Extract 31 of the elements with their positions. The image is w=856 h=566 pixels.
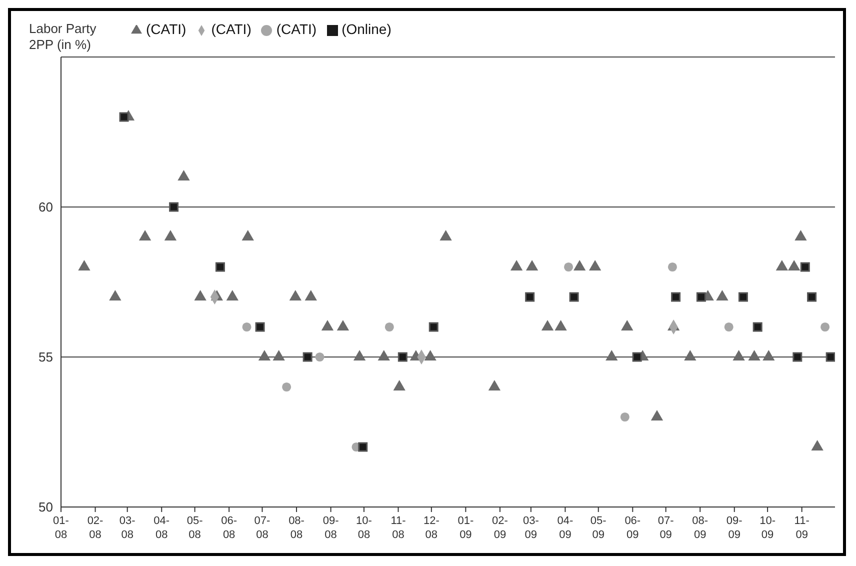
- y-tick-label: 50: [38, 500, 53, 515]
- x-tick-label: 04-09: [557, 515, 574, 541]
- x-tick-label: 03-09: [522, 515, 540, 541]
- x-tick-label: 02-08: [87, 515, 104, 541]
- legend-label: (CATI): [211, 21, 252, 37]
- x-tick-label: 05-09: [590, 515, 607, 541]
- y-axis-title: Labor Party 2PP (in %): [29, 21, 98, 53]
- x-tick-label: 08-08: [288, 515, 305, 541]
- x-tick-label: 09-09: [726, 515, 743, 541]
- x-tick-label: 11-09: [794, 515, 810, 541]
- x-tick-label: 04-08: [154, 515, 170, 541]
- x-tick-label: 06-08: [221, 515, 238, 541]
- x-tick-label: 02-09: [492, 515, 508, 541]
- x-tick-label: 07-08: [254, 515, 271, 541]
- y-tick-label: 55: [38, 350, 53, 365]
- x-tick-label: 08-09: [692, 515, 708, 541]
- legend-label: (Online): [342, 21, 392, 37]
- x-tick-label: 01-09: [458, 515, 474, 541]
- x-tick-label: 09-08: [322, 515, 340, 541]
- x-tick-label: 06-09: [624, 515, 641, 541]
- y-tick-label: 60: [38, 200, 53, 215]
- x-tick-label: 10-09: [760, 515, 776, 541]
- legend-label: (CATI): [276, 21, 317, 37]
- x-tick-label: 10-08: [356, 515, 372, 541]
- x-tick-label: 05-08: [186, 515, 204, 541]
- x-tick-label: 03-08: [119, 515, 136, 541]
- x-tick-label: 11-08: [390, 515, 406, 541]
- x-tick-label: 07-09: [658, 515, 674, 541]
- legend-label: (CATI): [146, 21, 186, 37]
- x-tick-label: 01-08: [53, 515, 70, 541]
- x-tick-label: 12-08: [423, 515, 440, 541]
